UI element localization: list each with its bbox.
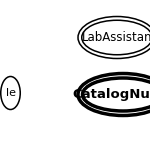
Text: le: le	[6, 88, 15, 98]
Text: CatalogNumb: CatalogNumb	[72, 88, 150, 101]
Text: LabAssistan: LabAssistan	[82, 31, 150, 44]
Ellipse shape	[82, 20, 150, 55]
Ellipse shape	[1, 76, 20, 110]
Ellipse shape	[82, 78, 150, 111]
Ellipse shape	[78, 74, 150, 116]
Ellipse shape	[78, 16, 150, 59]
